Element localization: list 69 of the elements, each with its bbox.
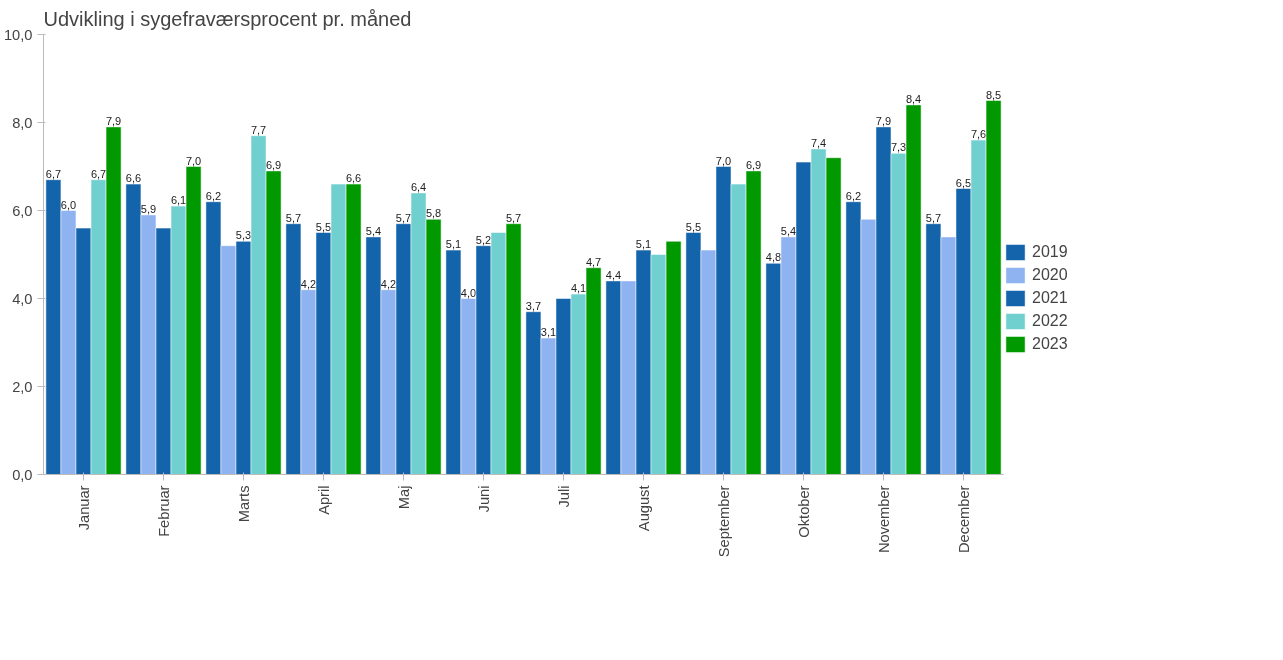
data-label: 4,2 bbox=[300, 277, 317, 290]
x-tick-label: April bbox=[315, 485, 332, 515]
data-label: 7,0 bbox=[715, 154, 732, 167]
data-label: 4,1 bbox=[570, 282, 587, 295]
x-tick-label: Oktober bbox=[795, 485, 812, 538]
legend-label: 2023 bbox=[1032, 335, 1068, 353]
data-label: 6,9 bbox=[265, 158, 282, 171]
data-label: 6,9 bbox=[745, 158, 762, 171]
data-label: 6,2 bbox=[205, 189, 222, 202]
x-tick-label: Januar bbox=[75, 485, 92, 531]
x-tick-label: Maj bbox=[395, 485, 412, 510]
data-label: 7,3 bbox=[890, 141, 907, 154]
data-label: 6,6 bbox=[125, 172, 142, 185]
data-label: 6,2 bbox=[845, 189, 862, 202]
y-tick-label: 6,0 bbox=[12, 202, 33, 219]
legend-label: 2022 bbox=[1032, 312, 1068, 330]
data-label: 6,0 bbox=[60, 198, 77, 211]
data-label: 4,7 bbox=[585, 255, 602, 268]
data-label: 5,2 bbox=[475, 233, 492, 246]
x-tick-label: December bbox=[955, 485, 972, 554]
data-label: 3,7 bbox=[525, 299, 542, 312]
data-label: 6,7 bbox=[45, 167, 62, 180]
data-label: 5,1 bbox=[445, 238, 462, 251]
data-label: 5,8 bbox=[425, 207, 442, 220]
data-label: 5,3 bbox=[235, 229, 252, 242]
data-label: 4,2 bbox=[380, 277, 397, 290]
data-label: 7,9 bbox=[875, 114, 892, 127]
data-label: 8,5 bbox=[985, 88, 1002, 101]
x-tick-label: Juli bbox=[555, 485, 572, 508]
data-label: 3,1 bbox=[540, 326, 557, 339]
data-label: 4,0 bbox=[460, 286, 477, 299]
y-tick-label: 4,0 bbox=[12, 290, 33, 307]
data-label: 5,9 bbox=[140, 202, 157, 215]
y-tick-label: 10,0 bbox=[3, 26, 33, 43]
data-label: 5,4 bbox=[780, 224, 797, 237]
data-label: 4,4 bbox=[605, 268, 622, 281]
data-label: 6,5 bbox=[955, 176, 972, 189]
data-label: 5,5 bbox=[685, 220, 702, 233]
y-tick-label: 0,0 bbox=[12, 466, 33, 483]
data-label: 7,4 bbox=[810, 136, 827, 149]
data-label: 7,7 bbox=[250, 123, 267, 136]
x-tick-label: September bbox=[715, 485, 732, 558]
data-label: 5,7 bbox=[395, 211, 412, 224]
data-label: 7,6 bbox=[970, 128, 987, 141]
y-tick-label: 2,0 bbox=[12, 378, 33, 395]
data-label: 6,4 bbox=[410, 180, 427, 193]
data-label: 5,7 bbox=[285, 211, 302, 224]
data-label: 6,6 bbox=[345, 172, 362, 185]
data-label: 7,9 bbox=[105, 114, 122, 127]
legend-label: 2019 bbox=[1032, 243, 1068, 261]
x-tick-label: November bbox=[875, 485, 892, 554]
data-label: 5,4 bbox=[365, 224, 382, 237]
legend-label: 2021 bbox=[1032, 289, 1068, 307]
data-label: 5,7 bbox=[505, 211, 522, 224]
data-label: 5,1 bbox=[635, 238, 652, 251]
data-label: 6,1 bbox=[170, 194, 187, 207]
x-tick-label: Februar bbox=[155, 485, 172, 537]
data-label: 4,8 bbox=[765, 251, 782, 264]
x-tick-label: August bbox=[635, 485, 652, 532]
data-label: 7,0 bbox=[185, 154, 202, 167]
data-label: 8,4 bbox=[905, 92, 922, 105]
data-label: 5,7 bbox=[925, 211, 942, 224]
legend-label: 2020 bbox=[1032, 266, 1068, 284]
data-label: 6,7 bbox=[90, 167, 107, 180]
x-tick-label: Marts bbox=[235, 485, 252, 523]
x-tick-label: Juni bbox=[475, 485, 492, 513]
y-tick-label: 8,0 bbox=[12, 114, 33, 131]
data-label: 5,5 bbox=[315, 220, 332, 233]
chart-title: Udvikling i sygefraværsprocent pr. måned bbox=[43, 7, 412, 30]
